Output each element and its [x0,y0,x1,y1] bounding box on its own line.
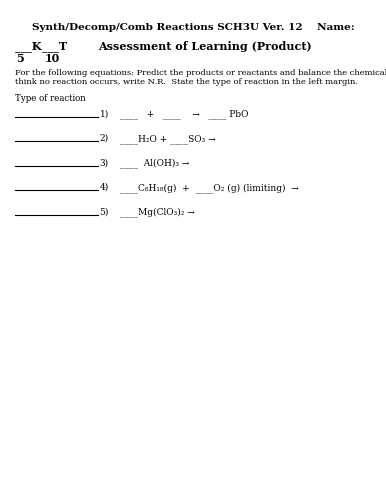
Text: ___T: ___T [42,41,68,52]
Text: Synth/Decomp/Comb Reactions SCH3U Ver. 12    Name:: Synth/Decomp/Comb Reactions SCH3U Ver. 1… [32,22,354,32]
Text: 2): 2) [100,134,109,143]
Text: ____H₂O + ____SO₃ →: ____H₂O + ____SO₃ → [120,134,215,143]
Text: ___K: ___K [15,41,41,52]
Text: 10: 10 [45,52,60,64]
Text: ____  Al(OH)₃ →: ____ Al(OH)₃ → [120,158,189,168]
Text: ____   +   ____    →   ____ PbO: ____ + ____ → ____ PbO [120,110,248,119]
Text: ____Mg(ClO₃)₂ →: ____Mg(ClO₃)₂ → [120,208,195,218]
Text: ____C₈H₁₈(g)  +  ____O₂ (g) (limiting)  →: ____C₈H₁₈(g) + ____O₂ (g) (limiting) → [120,183,298,193]
Text: 4): 4) [100,183,109,192]
Text: 5: 5 [16,52,24,64]
Text: 5): 5) [100,208,109,216]
Text: Assessment of Learning (Product): Assessment of Learning (Product) [98,41,312,52]
Text: Type of reaction: Type of reaction [15,94,85,103]
Text: For the following equations: Predict the products or reactants and balance the c: For the following equations: Predict the… [15,69,386,77]
Text: think no reaction occurs, write N.R.  State the type of reaction in the left mar: think no reaction occurs, write N.R. Sta… [15,78,358,86]
Text: 1): 1) [100,110,109,118]
Text: 3): 3) [100,158,109,168]
